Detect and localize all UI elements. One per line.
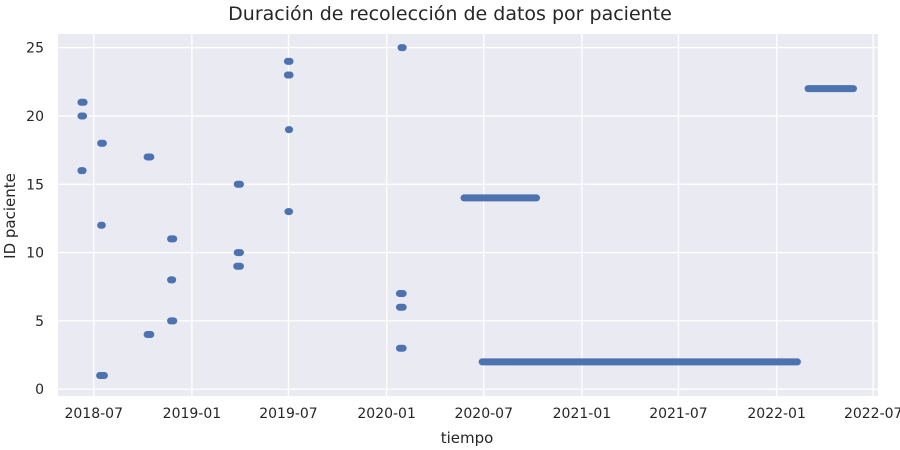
x-axis-label: tiempo: [441, 429, 494, 447]
x-tick-label: 2018-07: [64, 406, 123, 422]
x-tick-label: 2019-07: [259, 406, 318, 422]
y-tick-label: 5: [35, 314, 44, 330]
grid-lines: [58, 34, 878, 396]
x-tick-label: 2021-01: [553, 406, 612, 422]
x-tick-label: 2019-01: [163, 406, 222, 422]
x-tick-label: 2020-07: [454, 406, 513, 422]
data-segments: [77, 44, 857, 380]
chart-title: Duración de recolección de datos por pac…: [228, 3, 672, 25]
y-tick-label: 20: [26, 109, 44, 125]
x-tick-label: 2020-01: [357, 406, 416, 422]
plot-area: [58, 34, 878, 396]
y-axis-label: ID paciente: [1, 173, 19, 259]
y-tick-label: 10: [26, 246, 44, 262]
y-axis-ticks: 0 5 10 15 20 25: [26, 41, 44, 399]
x-axis-ticks: 2018-07 2019-01 2019-07 2020-01 2020-07 2021-…: [64, 406, 900, 422]
y-tick-label: 0: [35, 382, 44, 398]
y-tick-label: 25: [26, 41, 44, 57]
x-tick-label: 2021-07: [649, 406, 708, 422]
x-tick-label: 2022-07: [844, 406, 900, 422]
y-tick-label: 15: [26, 177, 44, 193]
x-tick-label: 2022-01: [747, 406, 806, 422]
